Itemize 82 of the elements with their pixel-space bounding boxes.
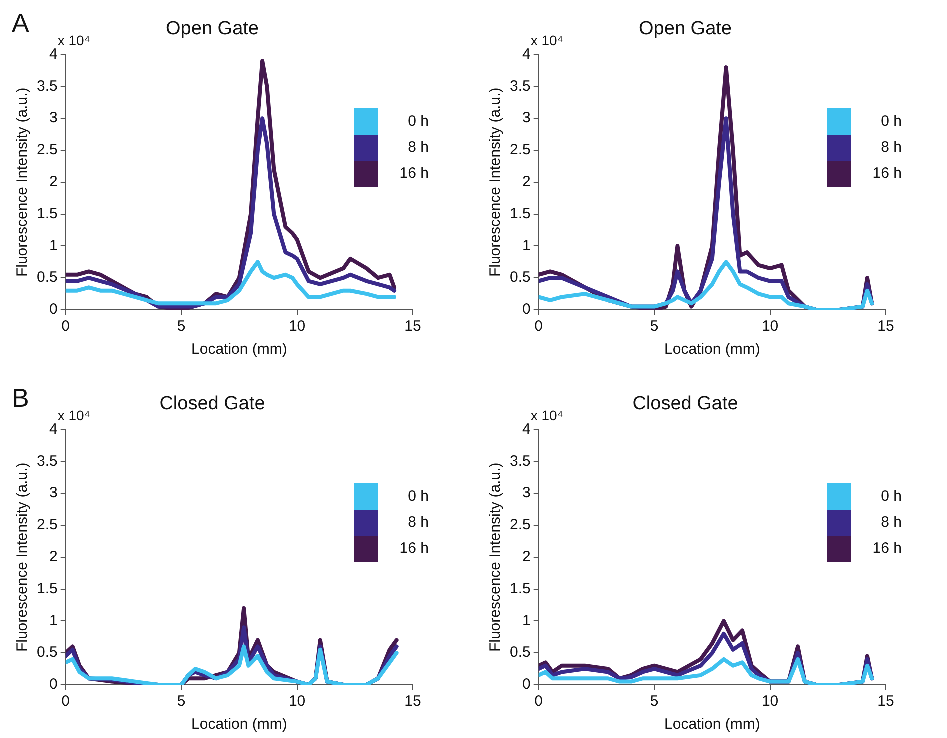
chart-title: Open Gate bbox=[166, 18, 259, 40]
x-tick-label: 10 bbox=[288, 318, 306, 336]
y-tick-label: 3.5 bbox=[36, 78, 58, 95]
y-axis-title: Fluorescence Intensity (a.u.) bbox=[487, 462, 504, 652]
x-tick-label: 5 bbox=[650, 693, 659, 710]
y-tick-label: 0 bbox=[522, 676, 531, 694]
y-tick-label: 2 bbox=[522, 548, 531, 566]
y-tick-label: 0.5 bbox=[510, 269, 531, 286]
y-tick-label: 2 bbox=[50, 548, 58, 566]
y-tick-label: 4 bbox=[522, 420, 531, 438]
legend-label: 0 h bbox=[407, 112, 429, 131]
y-tick-label: 4 bbox=[50, 420, 58, 438]
chart-title: Closed Gate bbox=[632, 394, 738, 415]
x-tick-label: 0 bbox=[62, 318, 70, 336]
x-axis-title: Location (mm) bbox=[664, 716, 760, 734]
x-tick-label: 10 bbox=[288, 693, 306, 710]
y-tick-label: 0 bbox=[50, 301, 58, 318]
x-tick-label: 15 bbox=[404, 693, 422, 710]
y-tick-label: 1.5 bbox=[510, 580, 531, 598]
y-axis-title: Fluorescence Intensity (a.u.) bbox=[487, 88, 504, 278]
y-tick-label: 2 bbox=[50, 174, 58, 191]
y-tick-label: 3 bbox=[522, 110, 531, 127]
y-tick-label: 3 bbox=[50, 484, 58, 502]
y-tick-label: 3.5 bbox=[36, 452, 58, 470]
x-axis-title: Location (mm) bbox=[191, 341, 288, 358]
text: x 10⁴ bbox=[58, 32, 90, 49]
text: A bbox=[12, 8, 30, 38]
y-tick-label: 3.5 bbox=[510, 78, 531, 95]
text: x 10⁴ bbox=[58, 408, 90, 424]
y-axis-title: Fluorescence Intensity (a.u.) bbox=[14, 462, 32, 652]
y-tick-label: 1 bbox=[50, 612, 58, 630]
y-tick-label: 2.5 bbox=[510, 142, 531, 159]
x-tick-label: 5 bbox=[177, 318, 186, 336]
y-tick-label: 3 bbox=[50, 110, 58, 127]
y-tick-label: 1.5 bbox=[36, 205, 58, 222]
y-tick-label: 3 bbox=[522, 484, 531, 502]
legend-label: 0 h bbox=[880, 488, 902, 506]
x-tick-label: 10 bbox=[762, 318, 779, 336]
y-tick-label: 2.5 bbox=[36, 516, 58, 534]
y-tick-label: 0.5 bbox=[36, 269, 58, 286]
x-tick-label: 15 bbox=[404, 318, 422, 336]
y-axis-title: Fluorescence Intensity (a.u.) bbox=[14, 88, 32, 278]
y-tick-label: 0.5 bbox=[510, 644, 531, 662]
y-tick-label: 2.5 bbox=[510, 516, 531, 534]
legend-label: 16 h bbox=[398, 165, 429, 184]
legend-label: 16 h bbox=[872, 165, 902, 184]
legend-label: 8 h bbox=[880, 514, 902, 532]
x-tick-label: 5 bbox=[650, 318, 659, 336]
legend-label: 16 h bbox=[398, 540, 429, 558]
x-tick-label: 0 bbox=[534, 693, 544, 710]
y-tick-label: 1 bbox=[522, 237, 531, 254]
x-tick-label: 10 bbox=[762, 693, 779, 710]
y-tick-label: 2.5 bbox=[36, 142, 58, 159]
x-tick-label: 0 bbox=[534, 318, 544, 336]
x-tick-label: 0 bbox=[62, 693, 70, 710]
y-tick-label: 0.5 bbox=[36, 644, 58, 662]
y-tick-label: 0 bbox=[50, 676, 58, 694]
legend-label: 0 h bbox=[407, 488, 429, 506]
y-tick-label: 1 bbox=[50, 237, 58, 254]
y-tick-label: 4 bbox=[50, 46, 58, 63]
text: x 10⁴ bbox=[530, 32, 564, 49]
y-tick-label: 3.5 bbox=[510, 452, 531, 470]
legend-label: 16 h bbox=[872, 540, 902, 558]
y-tick-label: 2 bbox=[522, 174, 531, 191]
chart-title: Open Gate bbox=[639, 18, 732, 40]
text: x 10⁴ bbox=[530, 408, 564, 424]
x-axis-title: Location (mm) bbox=[664, 341, 760, 358]
legend-label: 8 h bbox=[407, 514, 429, 532]
chart-title: Closed Gate bbox=[160, 394, 266, 415]
x-tick-label: 5 bbox=[177, 693, 186, 710]
y-tick-label: 0 bbox=[522, 301, 531, 318]
y-tick-label: 4 bbox=[522, 46, 531, 63]
y-tick-label: 1.5 bbox=[36, 580, 58, 598]
y-tick-label: 1.5 bbox=[510, 205, 531, 222]
legend-label: 0 h bbox=[880, 112, 902, 131]
x-tick-label: 15 bbox=[878, 318, 894, 336]
x-tick-label: 15 bbox=[878, 693, 894, 710]
y-tick-label: 1 bbox=[522, 612, 531, 630]
legend-label: 8 h bbox=[407, 138, 429, 157]
x-axis-title: Location (mm) bbox=[191, 716, 288, 734]
text: B bbox=[12, 383, 30, 414]
legend-label: 8 h bbox=[880, 138, 902, 157]
